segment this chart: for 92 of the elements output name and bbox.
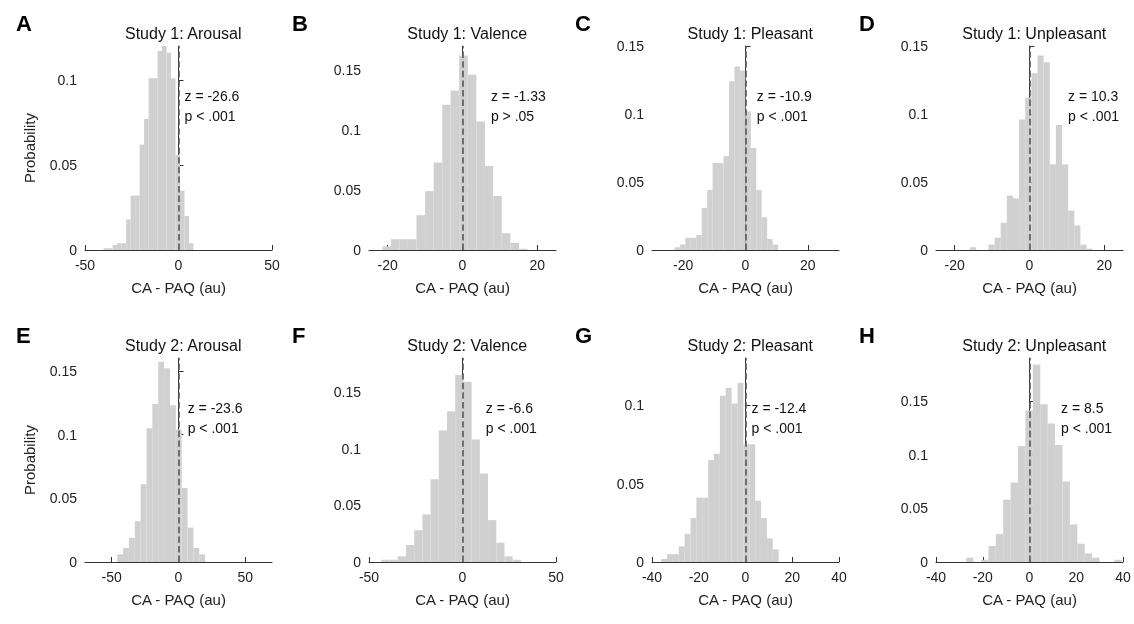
y-tick-label: 0.1	[57, 72, 78, 88]
x-tick-label: -20	[688, 569, 710, 585]
x-tick-label: 20	[1096, 257, 1112, 273]
y-tick-label: 0	[919, 554, 928, 570]
y-tick-label: 0.05	[616, 174, 645, 190]
text: E	[16, 322, 31, 348]
text: G	[575, 322, 593, 348]
y-tick-label: 0	[69, 554, 78, 570]
y-tick-label: 0	[636, 554, 645, 570]
x-tick-label: -20	[673, 257, 694, 273]
y-tick-label: 0.15	[900, 392, 928, 409]
annotation: z = -1.33 p > .05	[490, 88, 546, 124]
x-tick-label: 40	[831, 569, 847, 585]
y-tick-label: 0.05	[333, 497, 361, 514]
annotation: z = -10.9 p < .001	[756, 88, 812, 124]
y-tick-label: 0.15	[616, 38, 645, 54]
text: B	[291, 10, 308, 36]
chart-title: Study 2: Arousal	[124, 336, 242, 354]
x-tick-label: -20	[972, 569, 993, 585]
chart-title: Study 1: Pleasant	[687, 24, 814, 42]
annotation: z = 8.5 p < .001	[1060, 400, 1112, 436]
chart-title: Study 1: Valence	[406, 24, 527, 42]
y-tick-label: 0	[636, 242, 645, 258]
annotation: z = 10.3 p < .001	[1067, 88, 1119, 124]
x-tick-label: 50	[547, 569, 564, 585]
y-tick-label: 0.1	[341, 440, 361, 457]
x-tick-label: 0	[1025, 257, 1034, 273]
y-tick-label: 0.15	[900, 38, 928, 54]
text: C	[575, 10, 591, 36]
annotation: z = -12.4 p < .001	[751, 400, 807, 436]
x-axis-title: CA - PAQ (au)	[698, 279, 793, 296]
x-tick-label: 0	[458, 257, 467, 273]
x-axis-title: CA - PAQ (au)	[131, 591, 226, 608]
x-tick-label: -50	[358, 569, 379, 585]
y-tick-label: 0.1	[341, 122, 361, 138]
x-tick-label: -50	[74, 257, 96, 273]
annotation: z = -6.6 p < .001	[485, 400, 537, 436]
chart-title: Study 2: Pleasant	[687, 336, 814, 354]
chart-title: Study 1: Arousal	[124, 24, 242, 42]
x-axis-title: CA - PAQ (au)	[414, 279, 510, 296]
y-tick-label: 0.15	[333, 62, 361, 78]
text: A	[16, 10, 32, 36]
text: F	[291, 322, 305, 348]
x-tick-label: 0	[174, 257, 183, 273]
x-axis-title: CA - PAQ (au)	[131, 279, 226, 296]
y-tick-label: 0.05	[900, 500, 928, 517]
x-tick-label: -40	[925, 569, 946, 585]
x-tick-label: -50	[101, 569, 123, 585]
y-tick-label: 0	[919, 242, 928, 258]
y-tick-label: 0	[352, 242, 361, 258]
text: D	[858, 10, 875, 36]
y-tick-label: 0.05	[616, 475, 645, 492]
x-tick-label: 40	[1114, 569, 1131, 585]
y-tick-label: 0.15	[333, 384, 361, 400]
x-axis-title: CA - PAQ (au)	[414, 591, 510, 608]
y-tick-label: 0.1	[908, 446, 928, 463]
y-tick-label: 0.05	[333, 182, 361, 198]
x-tick-label: 0	[1025, 569, 1034, 585]
y-tick-label: 0.1	[57, 426, 78, 443]
x-tick-label: 20	[1067, 569, 1084, 585]
y-tick-label: 0.05	[900, 174, 928, 190]
y-tick-label: 0.1	[908, 106, 928, 122]
x-tick-label: 0	[741, 257, 750, 273]
y-tick-label: 0	[69, 242, 78, 258]
chart-title: Study 1: Unpleasant	[961, 24, 1107, 42]
annotation: z = -26.6 p < .001	[184, 88, 240, 124]
annotation: z = -23.6 p < .001	[187, 400, 243, 436]
x-tick-label: -20	[944, 257, 965, 273]
x-tick-label: 0	[458, 569, 467, 585]
y-axis-title: Probability	[21, 112, 38, 184]
chart-title: Study 2: Unpleasant	[961, 336, 1107, 354]
y-tick-label: 0	[352, 554, 361, 570]
y-tick-label: 0.15	[49, 362, 78, 379]
y-tick-label: 0.05	[49, 157, 78, 173]
x-tick-label: 0	[174, 569, 183, 585]
y-axis-title: Probability	[21, 424, 38, 496]
x-tick-label: 50	[237, 569, 254, 585]
x-tick-label: 20	[800, 257, 816, 273]
x-axis-title: CA - PAQ (au)	[981, 591, 1077, 608]
chart-title: Study 2: Valence	[406, 336, 527, 354]
x-tick-label: 0	[741, 569, 750, 585]
x-tick-label: 20	[529, 257, 545, 273]
y-tick-label: 0.1	[624, 106, 645, 122]
y-tick-label: 0.1	[624, 397, 645, 414]
x-tick-label: 20	[784, 569, 801, 585]
text: H	[858, 322, 875, 348]
x-tick-label: -20	[377, 257, 398, 273]
x-axis-title: CA - PAQ (au)	[698, 591, 793, 608]
x-axis-title: CA - PAQ (au)	[981, 279, 1077, 296]
x-tick-label: -40	[641, 569, 663, 585]
x-tick-label: 50	[264, 257, 280, 273]
y-tick-label: 0.05	[49, 490, 78, 507]
